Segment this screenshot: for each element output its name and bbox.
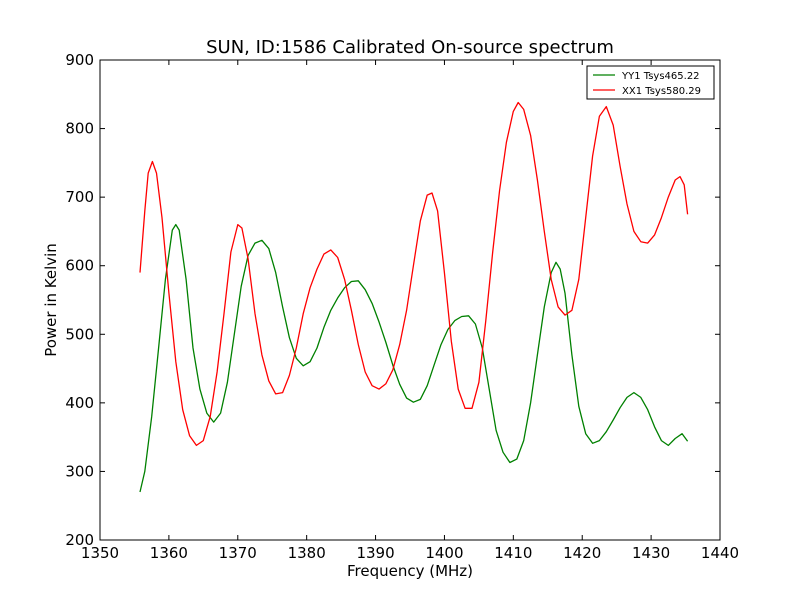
- plot-frame: [99, 59, 721, 541]
- series-line-1: [139, 223, 689, 493]
- x-tick-label: 1410: [494, 544, 532, 562]
- x-axis-label: Frequency (MHz): [347, 562, 473, 580]
- plot-area: 1350 1360 1370 1380 1390 1400 1410 1420 1430 1440…: [65, 51, 739, 562]
- x-tick-label: 1430: [632, 544, 670, 562]
- y-axis-label: Power in Kelvin: [42, 243, 60, 357]
- legend: YY1 Tsys465.22 XX1 Tsys580.29: [586, 65, 715, 100]
- chart-title: SUN, ID:1586 Calibrated On-source spectr…: [206, 37, 614, 58]
- x-tick-label: 1380: [288, 544, 326, 562]
- x-tick-label: 1370: [219, 544, 257, 562]
- y-tick-label: 500: [65, 325, 94, 343]
- x-tick-label: 1420: [563, 544, 601, 562]
- y-tick-label: 700: [65, 188, 94, 206]
- x-tick-label: 1360: [150, 544, 188, 562]
- x-tick-label: 1350: [81, 544, 119, 562]
- legend-label-2: XX1 Tsys580.29: [622, 86, 701, 97]
- y-tick-label: 300: [65, 462, 94, 480]
- legend-box: [586, 65, 715, 100]
- y-tick-label: 800: [65, 120, 94, 138]
- y-tick-label: 200: [65, 531, 94, 549]
- y-tick-label: 900: [65, 51, 94, 69]
- y-tick-label: 600: [65, 257, 94, 275]
- x-tick-label: 1390: [356, 544, 394, 562]
- x-tick-label: 1400: [425, 544, 463, 562]
- series-line-2: [139, 101, 689, 447]
- y-tick-label: 400: [65, 394, 94, 412]
- x-tick-label: 1440: [701, 544, 739, 562]
- legend-label-1: YY1 Tsys465.22: [621, 71, 700, 82]
